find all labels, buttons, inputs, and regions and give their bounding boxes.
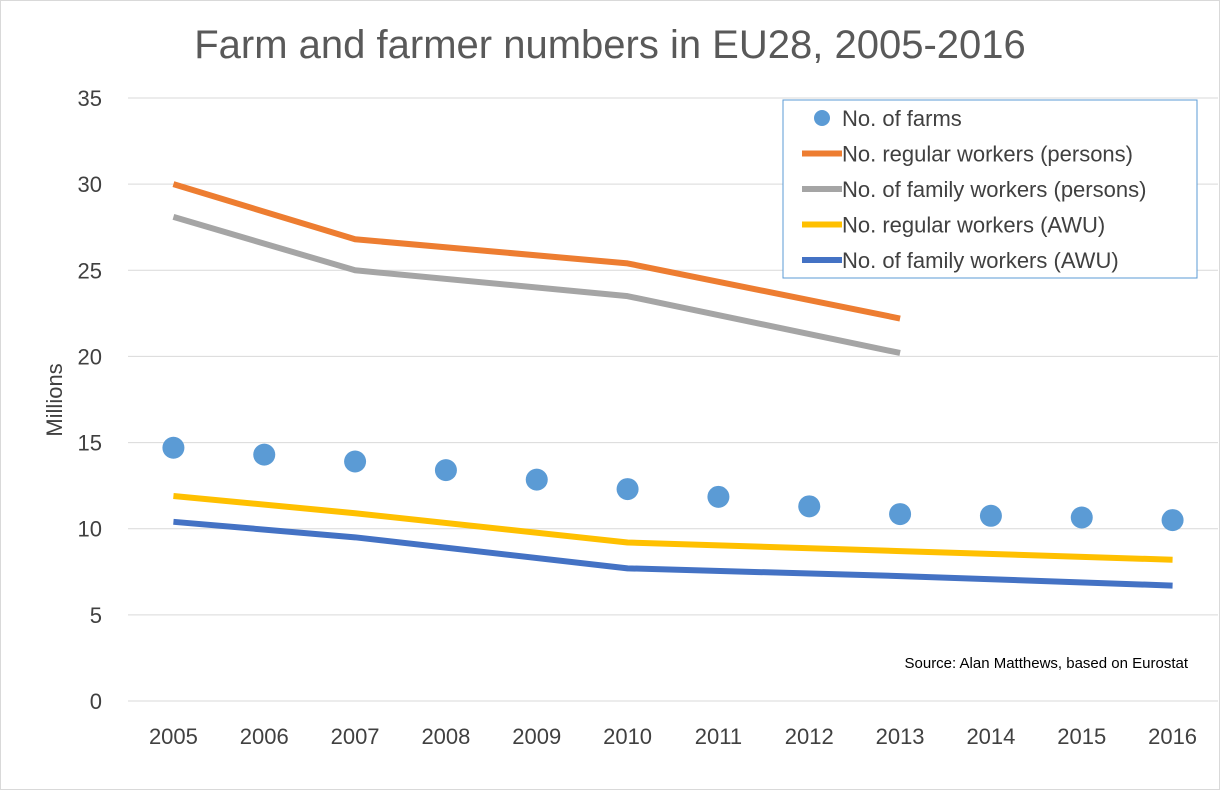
- farms-point: [525, 468, 548, 491]
- x-tick-label: 2013: [876, 724, 925, 749]
- series-layer: [162, 181, 1184, 589]
- y-tick-label: 30: [78, 172, 102, 197]
- x-tick-label: 2011: [695, 724, 742, 749]
- y-axis-ticks: 0 5 10 15 20 25 30 35: [78, 86, 102, 714]
- farms-point: [616, 478, 639, 501]
- legend-label: No. of family workers (AWU): [842, 248, 1119, 273]
- legend: No. of farms No. regular workers (persons…: [782, 99, 1198, 279]
- legend-box: [782, 99, 1198, 279]
- series-line-no-of-family-workers-awu: [173, 518, 1173, 589]
- series-line-no-regular-workers-persons: [172, 181, 901, 322]
- series-line-no-regular-workers-awu: [173, 492, 1173, 563]
- y-tick-label: 10: [78, 517, 102, 542]
- x-tick-label: 2005: [149, 724, 198, 749]
- farms-point: [434, 459, 457, 482]
- x-tick-label: 2012: [785, 724, 834, 749]
- source-note: Source: Alan Matthews, based on Eurostat: [905, 655, 1189, 672]
- y-tick-label: 20: [78, 344, 102, 369]
- farms-point: [707, 485, 730, 508]
- x-tick-label: 2016: [1148, 724, 1197, 749]
- y-tick-label: 5: [90, 603, 102, 628]
- farms-point: [253, 443, 276, 466]
- x-tick-label: 2008: [421, 724, 470, 749]
- legend-label: No. of farms: [842, 106, 962, 131]
- x-tick-label: 2010: [603, 724, 652, 749]
- farms-point: [979, 504, 1002, 527]
- farms-point: [798, 495, 821, 518]
- legend-marker: [814, 110, 830, 126]
- x-axis-ticks: 2005 2006 2007 2008 2009 2010 2011 2012 2013 2014…: [149, 724, 1197, 749]
- y-tick-label: 25: [78, 258, 102, 283]
- farms-point: [162, 436, 185, 459]
- y-tick-label: 0: [90, 689, 102, 714]
- series-line-no-of-family-workers-persons: [172, 213, 901, 356]
- legend-label: No. regular workers (persons): [842, 142, 1133, 167]
- x-tick-label: 2007: [331, 724, 380, 749]
- y-axis-label: Millions: [42, 363, 67, 436]
- legend-label: No. of family workers (persons): [842, 177, 1146, 202]
- farms-point: [344, 450, 367, 473]
- x-tick-label: 2014: [966, 724, 1015, 749]
- legend-label: No. regular workers (AWU): [842, 213, 1105, 238]
- x-tick-label: 2015: [1057, 724, 1106, 749]
- x-tick-label: 2006: [240, 724, 289, 749]
- y-tick-label: 35: [78, 86, 102, 111]
- farms-point: [1161, 509, 1184, 532]
- farms-point: [1070, 506, 1093, 529]
- farms-point: [889, 503, 912, 526]
- y-tick-label: 15: [78, 431, 102, 456]
- x-tick-label: 2009: [512, 724, 561, 749]
- chart-title: Farm and farmer numbers in EU28, 2005-20…: [194, 23, 1026, 67]
